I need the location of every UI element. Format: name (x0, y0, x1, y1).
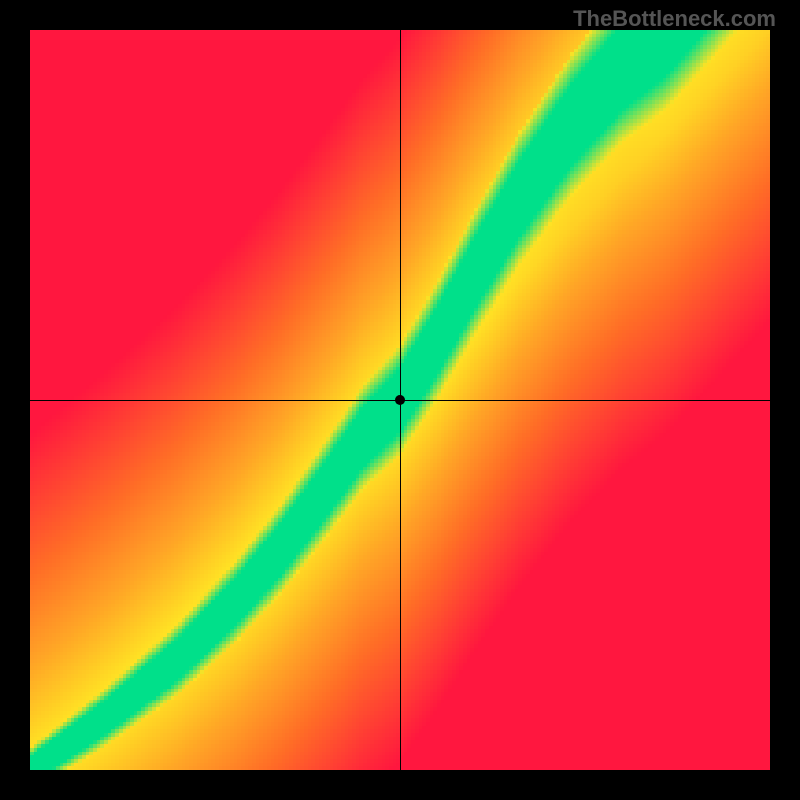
watermark-text: TheBottleneck.com (573, 6, 776, 32)
bottleneck-heatmap (30, 30, 770, 770)
chart-container: { "watermark": { "text": "TheBottleneck.… (0, 0, 800, 800)
